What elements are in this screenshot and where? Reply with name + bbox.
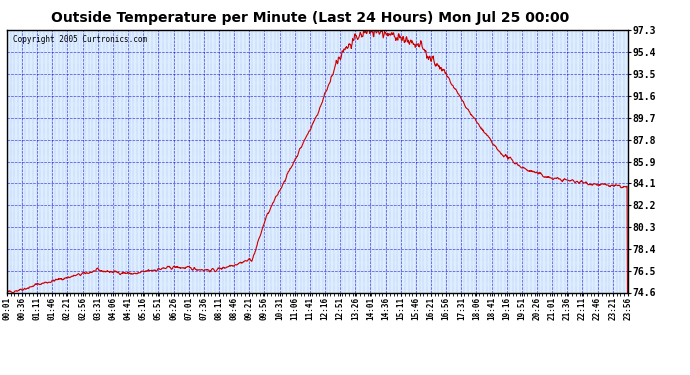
Text: Copyright 2005 Curtronics.com: Copyright 2005 Curtronics.com [13, 35, 147, 44]
Text: Outside Temperature per Minute (Last 24 Hours) Mon Jul 25 00:00: Outside Temperature per Minute (Last 24 … [51, 11, 570, 25]
